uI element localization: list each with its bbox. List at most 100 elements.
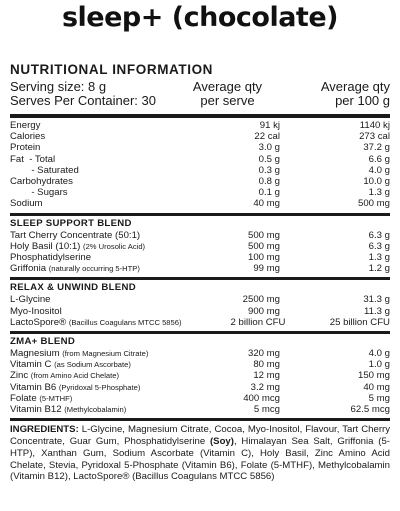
nutrient-name: Folate (5-MTHF) <box>10 393 170 404</box>
nutrient-row: Griffonia (naturally occurring 5-HTP) 99 … <box>10 263 390 274</box>
nutrient-row: Carbohydrates 0.8 g 10.0 g <box>10 176 390 187</box>
nutrient-name: Vitamin B12 (Methylcobalamin) <box>10 404 170 415</box>
nutrient-row: Phosphatidylserine 100 mg 1.3 g <box>10 252 390 263</box>
nutrient-name: - Saturated <box>10 165 170 176</box>
nutrient-name-text: - Saturated <box>10 164 79 176</box>
qty-per-serve: 99 mg <box>253 263 280 275</box>
qty-per-serve: 12 mg <box>253 370 280 382</box>
qty-per-100g: 40 mg <box>363 381 390 393</box>
qty-per-serve: 0.8 g <box>258 176 280 188</box>
qty-per-100g: 150 mg <box>358 370 390 382</box>
nutrient-row: Tart Cherry Concentrate (50:1) 500 mg 6.3 … <box>10 230 390 241</box>
qty-per-serve: 3.0 g <box>258 142 280 154</box>
nutrient-name: Calories <box>10 131 170 142</box>
section-title: ZMA+ BLEND <box>10 336 76 348</box>
nutrient-source: (as Sodium Ascorbate) <box>54 360 131 370</box>
qty-per-100g: 11.3 g <box>364 305 390 317</box>
qty-per-100g: 1.3 g <box>368 252 390 264</box>
nutrient-name: Vitamin B6 (Pyridoxal 5-Phosphate) <box>10 382 170 393</box>
col2-header-line2: per 100 g <box>335 93 390 108</box>
qty-per-100g: 6.6 g <box>368 153 390 165</box>
qty-per-serve: 900 mg <box>248 305 280 317</box>
nutrient-name-text: Griffonia <box>10 263 49 275</box>
qty-per-100g: 4.0 g <box>368 164 390 176</box>
divider-ingredients <box>10 418 390 422</box>
nutrient-name: Myo-Inositol <box>10 306 170 317</box>
nutrient-name-text: L-Glycine <box>10 294 51 306</box>
nutrient-name-text: Sodium <box>10 198 43 210</box>
qty-per-100g: 62.5 mcg <box>350 404 390 416</box>
ingredients-text-b: , Himalayan Sea Salt, Griffonia (5-HTP),… <box>10 436 390 483</box>
nutrient-row: Vitamin C (as Sodium Ascorbate) 80 mg 1.0 … <box>10 359 390 370</box>
qty-per-serve: 22 cal <box>254 131 280 143</box>
nutrient-name-text: Fat - Total <box>10 153 56 165</box>
serving-info: Serving size: 8 g Average qty Average qt… <box>10 78 390 112</box>
nutrient-name-text: LactoSpore® <box>10 316 69 328</box>
qty-per-100g: 25 billion CFU <box>329 316 390 328</box>
nutrient-row: Vitamin B12 (Methylcobalamin) 5 mcg 62.5 m… <box>10 404 390 415</box>
col2-header-line1: Average qty <box>320 79 390 94</box>
nutrient-name: Magnesium (from Magnesium Citrate) <box>10 348 170 359</box>
serves-per-container: Serves Per Container: 30 <box>10 93 156 108</box>
qty-per-100g: 1.0 g <box>368 359 390 371</box>
qty-per-serve: 400 mcg <box>243 392 280 404</box>
section-title: RELAX & UNWIND BLEND <box>10 282 136 294</box>
nutrient-row: Myo-Inositol 900 mg 11.3 g <box>10 306 390 317</box>
nutrient-name: Zinc (from Amino Acid Chelate) <box>10 370 170 381</box>
section-divider <box>10 277 390 281</box>
nutrient-name: Protein <box>10 142 170 153</box>
nutrient-name: Sodium <box>10 198 170 209</box>
qty-per-serve: 2 billion CFU <box>230 316 286 328</box>
qty-per-serve: 91 kj <box>259 120 280 131</box>
nutrient-row: Magnesium (from Magnesium Citrate) 320 mg… <box>10 348 390 359</box>
nutrient-source: (Pyridoxal 5-Phosphate) <box>58 382 141 392</box>
nutrient-source: (from Magnesium Citrate) <box>62 349 149 359</box>
nutrient-name-text: Phosphatidylserine <box>10 252 92 264</box>
qty-per-100g: 6.3 g <box>368 240 390 252</box>
divider-thick <box>10 114 390 118</box>
nutrient-name-text: Calories <box>10 131 46 143</box>
qty-per-serve: 500 mg <box>248 240 280 252</box>
qty-per-serve: 80 mg <box>253 359 280 371</box>
nutrient-source: (Bacillus Coagulans MTCC 5856) <box>68 317 182 327</box>
nutrient-name: L-Glycine <box>10 294 170 305</box>
nutrient-name: Vitamin C (as Sodium Ascorbate) <box>10 359 170 370</box>
nutrient-name: LactoSpore® (Bacillus Coagulans MTCC 585… <box>10 317 182 328</box>
ingredients-text-a: L-Glycine, Magnesium Citrate, Cocoa, Myo… <box>10 424 390 448</box>
nutrient-row: Energy 91 kj 1140 kj <box>10 120 390 131</box>
blend-sections: SLEEP SUPPORT BLEND Tart Cherry Concentra… <box>10 212 390 416</box>
qty-per-100g: 273 cal <box>359 131 390 143</box>
nutrient-name-text: Tart Cherry Concentrate (50:1) <box>10 229 141 241</box>
col1-header-line2: per serve <box>200 93 255 108</box>
allergen-soy: (Soy) <box>209 436 234 448</box>
nutrient-name-text: Magnesium <box>10 348 63 360</box>
nutrient-name-text: Folate <box>10 392 40 404</box>
qty-per-100g: 31.3 g <box>363 294 390 306</box>
nutrient-source: (Methylcobalamin) <box>64 405 127 415</box>
section-divider <box>10 212 390 216</box>
qty-per-100g: 5 mg <box>368 392 390 404</box>
nutrient-name-text: Protein <box>10 142 41 154</box>
nutrition-table: Energy 91 kj 1140 kj Calories 22 cal 273 cal P… <box>10 120 390 210</box>
nutrient-row: Calories 22 cal 273 cal <box>10 131 390 142</box>
col1-header-line1: Average qty <box>192 79 263 94</box>
nutrient-row: Holy Basil (10:1) (2% Urosolic Acid) 500 … <box>10 241 390 252</box>
qty-per-100g: 4.0 g <box>368 348 390 360</box>
nutrient-row: Folate (5-MTHF) 400 mcg 5 mg <box>10 393 390 404</box>
nutrient-name: Griffonia (naturally occurring 5-HTP) <box>10 263 170 274</box>
nutrient-source: (from Amino Acid Chelate) <box>30 371 120 381</box>
qty-per-100g: 6.3 g <box>368 229 390 241</box>
nutrient-row: Fat - Total 0.5 g 6.6 g <box>10 154 390 165</box>
qty-per-100g: 10.0 g <box>363 176 390 188</box>
nutrient-name-text: Myo-Inositol <box>10 305 62 317</box>
nutrient-name-text: Vitamin B12 <box>10 404 65 416</box>
qty-per-100g: 37.2 g <box>363 142 390 154</box>
qty-per-serve: 40 mg <box>253 198 280 210</box>
product-title: sleep+ (chocolate) <box>61 2 339 33</box>
nutrient-source: (naturally occurring 5-HTP) <box>48 264 140 274</box>
nutrient-name: Phosphatidylserine <box>10 252 170 263</box>
ingredients-label: INGREDIENTS: <box>10 424 79 436</box>
nutrient-row: Sodium 40 mg 500 mg <box>10 198 390 209</box>
panel-heading: NUTRITIONAL INFORMATION <box>10 62 214 77</box>
nutrient-name-text: Zinc <box>10 370 31 382</box>
